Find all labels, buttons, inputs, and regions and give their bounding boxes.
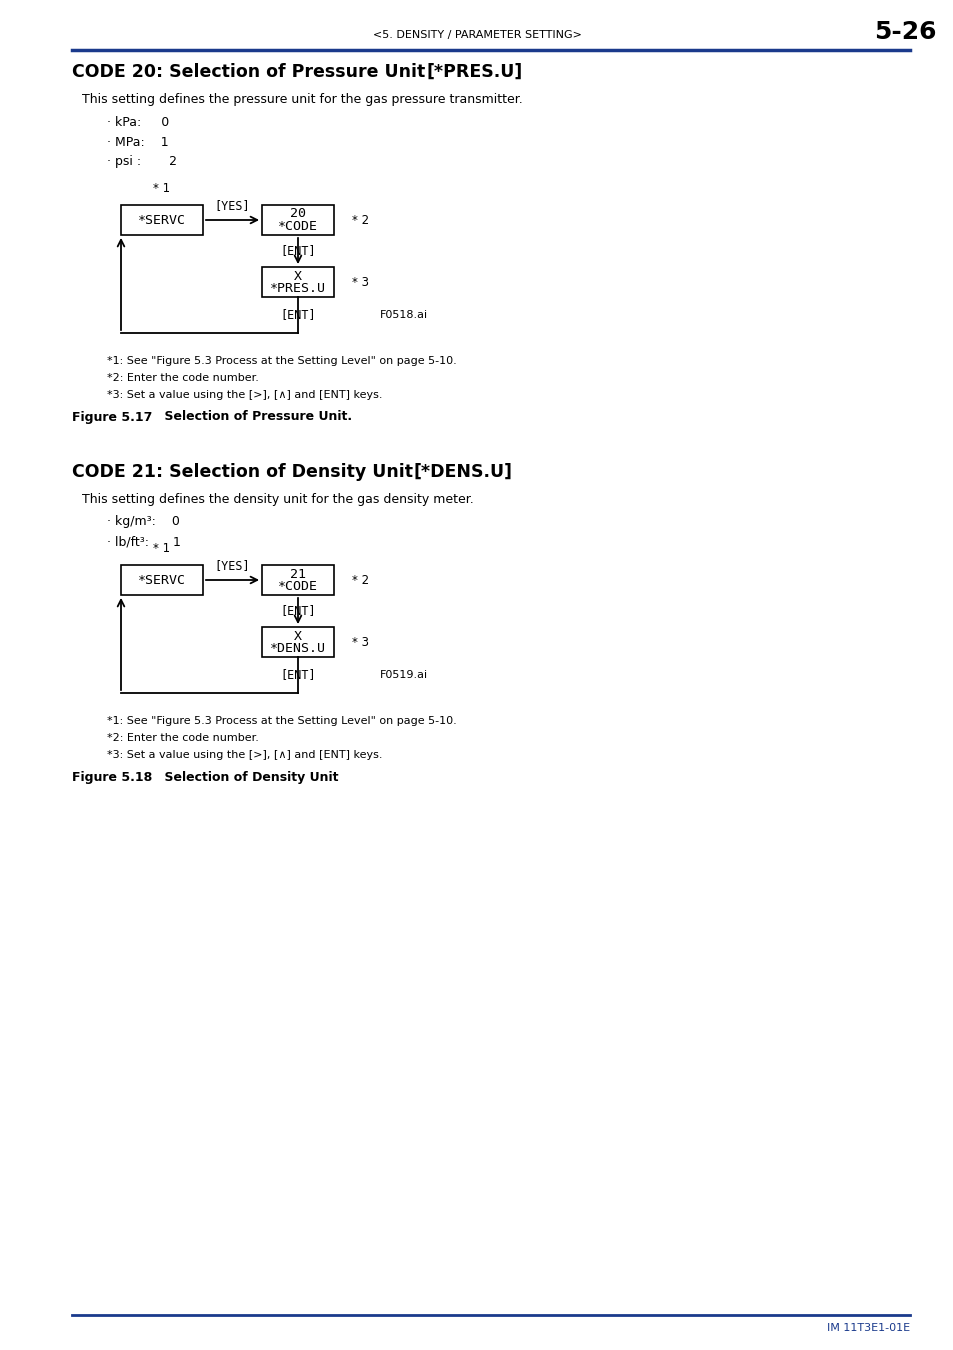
Text: 21: 21 <box>290 567 306 580</box>
Text: This setting defines the density unit for the gas density meter.: This setting defines the density unit fo… <box>82 494 474 506</box>
Text: X: X <box>294 270 302 282</box>
FancyBboxPatch shape <box>262 626 334 657</box>
Text: CODE 21: Selection of Density Unit: CODE 21: Selection of Density Unit <box>71 463 424 481</box>
Text: · kg/m³:    0: · kg/m³: 0 <box>107 516 180 528</box>
Text: *3: Set a value using the [>], [∧] and [ENT] keys.: *3: Set a value using the [>], [∧] and [… <box>107 390 382 400</box>
Text: [ENT]: [ENT] <box>280 605 315 617</box>
Text: [YES]: [YES] <box>214 200 250 212</box>
Text: IM 11T3E1-01E: IM 11T3E1-01E <box>826 1323 909 1332</box>
Text: *DENS.U: *DENS.U <box>270 643 326 655</box>
Text: *2: Enter the code number.: *2: Enter the code number. <box>107 733 258 743</box>
Text: · MPa:    1: · MPa: 1 <box>107 135 169 148</box>
Text: 20: 20 <box>290 208 306 220</box>
Text: * 3: * 3 <box>352 275 369 289</box>
Text: [*PRES.U]: [*PRES.U] <box>427 63 522 81</box>
Text: Figure 5.18: Figure 5.18 <box>71 771 152 783</box>
Text: *PRES.U: *PRES.U <box>270 282 326 296</box>
Text: * 1: * 1 <box>153 543 171 555</box>
Text: F0519.ai: F0519.ai <box>379 670 428 680</box>
Text: [ENT]: [ENT] <box>280 668 315 682</box>
Text: *SERVC: *SERVC <box>138 213 186 227</box>
Text: *3: Set a value using the [>], [∧] and [ENT] keys.: *3: Set a value using the [>], [∧] and [… <box>107 751 382 760</box>
FancyBboxPatch shape <box>262 205 334 235</box>
Text: <5. DENSITY / PARAMETER SETTING>: <5. DENSITY / PARAMETER SETTING> <box>373 30 580 40</box>
Text: F0518.ai: F0518.ai <box>379 310 428 320</box>
Text: Selection of Pressure Unit.: Selection of Pressure Unit. <box>147 410 352 424</box>
Text: · lb/ft³:      1: · lb/ft³: 1 <box>107 536 181 548</box>
Text: * 2: * 2 <box>352 213 369 227</box>
Text: Figure 5.17: Figure 5.17 <box>71 410 152 424</box>
FancyBboxPatch shape <box>262 566 334 595</box>
Text: *2: Enter the code number.: *2: Enter the code number. <box>107 373 258 383</box>
Text: CODE 20: Selection of Pressure Unit: CODE 20: Selection of Pressure Unit <box>71 63 436 81</box>
Text: [*DENS.U]: [*DENS.U] <box>414 463 513 481</box>
FancyBboxPatch shape <box>262 267 334 297</box>
Text: X: X <box>294 629 302 643</box>
Text: *1: See "Figure 5.3 Process at the Setting Level" on page 5-10.: *1: See "Figure 5.3 Process at the Setti… <box>107 356 456 366</box>
FancyBboxPatch shape <box>121 566 203 595</box>
Text: * 1: * 1 <box>153 182 171 196</box>
Text: * 3: * 3 <box>352 636 369 648</box>
Text: · kPa:     0: · kPa: 0 <box>107 116 169 128</box>
Text: * 2: * 2 <box>352 574 369 586</box>
Text: *1: See "Figure 5.3 Process at the Setting Level" on page 5-10.: *1: See "Figure 5.3 Process at the Setti… <box>107 716 456 726</box>
Text: [ENT]: [ENT] <box>280 244 315 258</box>
Text: This setting defines the pressure unit for the gas pressure transmitter.: This setting defines the pressure unit f… <box>82 93 522 107</box>
Text: 5-26: 5-26 <box>873 20 935 45</box>
Text: *SERVC: *SERVC <box>138 574 186 586</box>
Text: · psi :       2: · psi : 2 <box>107 155 177 169</box>
Text: [ENT]: [ENT] <box>280 309 315 321</box>
Text: *CODE: *CODE <box>277 580 317 593</box>
Text: Selection of Density Unit: Selection of Density Unit <box>147 771 338 783</box>
Text: *CODE: *CODE <box>277 220 317 234</box>
FancyBboxPatch shape <box>121 205 203 235</box>
Text: [YES]: [YES] <box>214 559 250 572</box>
